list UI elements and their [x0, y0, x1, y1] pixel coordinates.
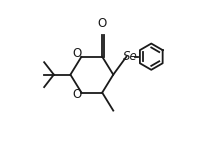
Text: O: O: [72, 47, 81, 60]
Text: O: O: [98, 17, 107, 30]
Text: Se: Se: [123, 50, 138, 63]
Text: O: O: [72, 88, 81, 101]
